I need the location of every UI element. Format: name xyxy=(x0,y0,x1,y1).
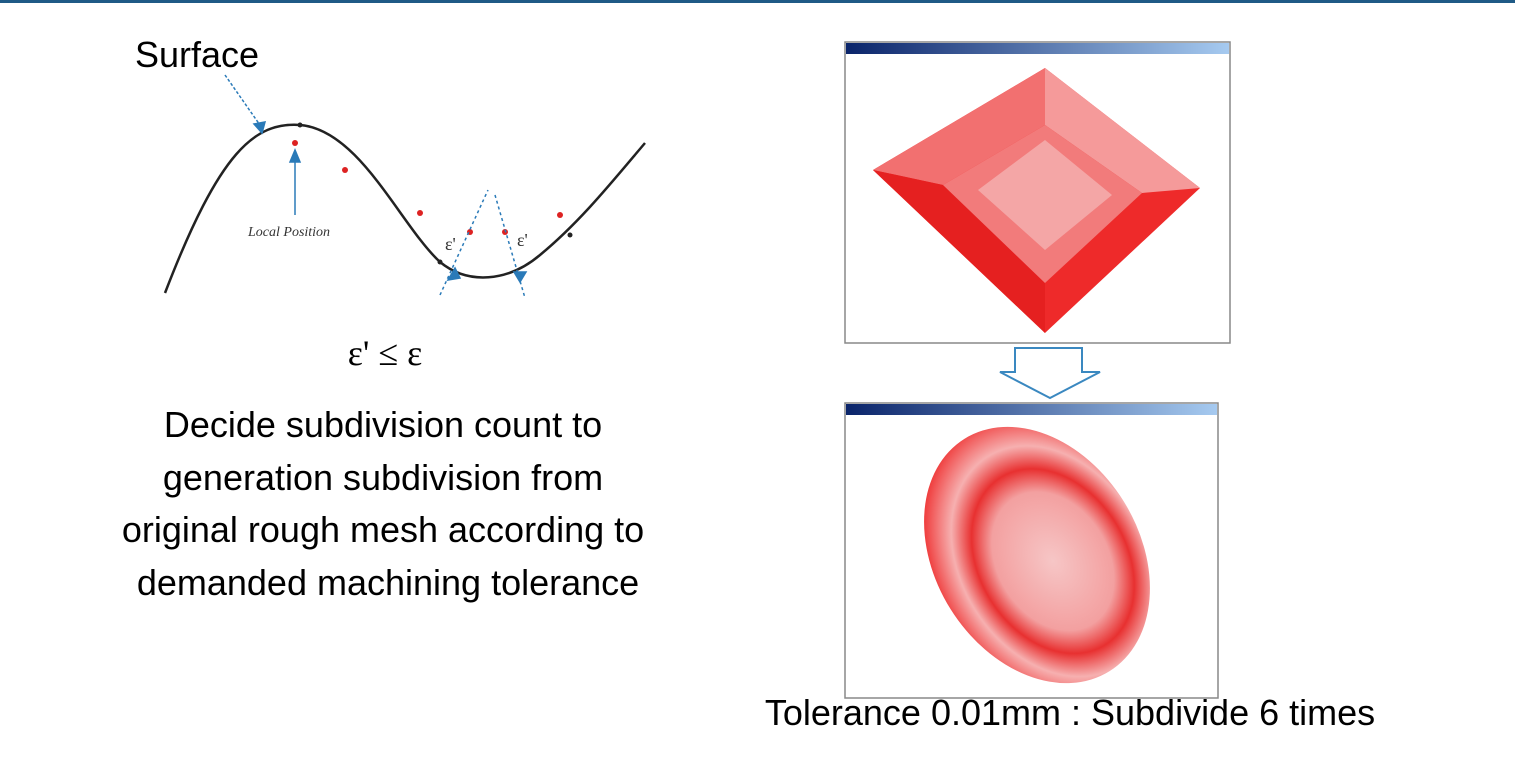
window-smooth xyxy=(844,402,1219,699)
epsilon-left: ε' xyxy=(445,234,456,254)
description-line: original rough mesh according to xyxy=(122,509,644,550)
description-line: Decide subdivision count to xyxy=(164,404,602,445)
window-faceted xyxy=(844,41,1231,344)
epsilon-right: ε' xyxy=(517,230,528,250)
description: Decide subdivision count to generation s… xyxy=(122,404,644,603)
curve-diagram xyxy=(163,74,646,299)
description-line: demanded machining tolerance xyxy=(137,562,639,603)
formula: ε' ≤ ε xyxy=(348,333,422,373)
description-line: generation subdivision from xyxy=(163,457,603,498)
down-arrow xyxy=(999,347,1101,400)
local-position-label: Local Position xyxy=(247,225,330,240)
top-rule xyxy=(0,0,1515,3)
surface-label: Surface xyxy=(135,34,259,75)
caption: Tolerance 0.01mm : Subdivide 6 times xyxy=(765,692,1375,733)
